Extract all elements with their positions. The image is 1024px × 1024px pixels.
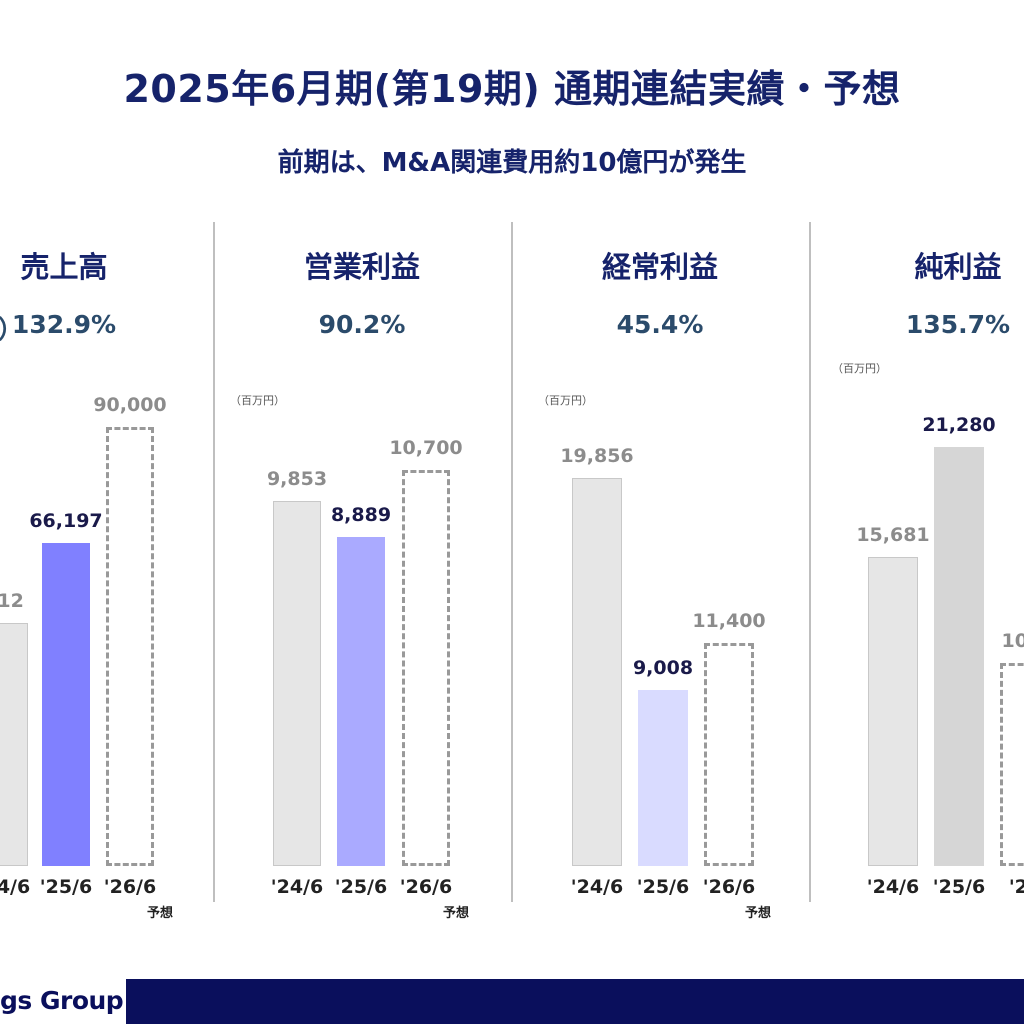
bar-forecast (402, 470, 450, 866)
unit-label: （百万円） (832, 362, 887, 375)
x-tick-label: '26 (1008, 876, 1024, 898)
panel-divider (809, 222, 811, 902)
panel-divider (213, 222, 215, 902)
panel-title: 純利益 (914, 250, 1002, 284)
x-tick-label: '26/6 (399, 876, 453, 898)
value-label: 9,008 (632, 657, 694, 679)
footer-company-text: gs Group (0, 986, 124, 1015)
value-label: 10,3 (1001, 630, 1024, 652)
unit-label: （百万円） (230, 394, 285, 407)
forecast-note: 予想 (443, 906, 470, 921)
footer-band (126, 979, 1024, 1024)
bar-prior (273, 501, 321, 866)
x-tick-label: '25/6 (932, 876, 986, 898)
x-tick-label: '24/6 (270, 876, 324, 898)
bar-prior (572, 478, 622, 866)
panel-divider (511, 222, 513, 902)
bar-actual (638, 690, 688, 866)
forecast-note: 予想 (745, 906, 772, 921)
panel-title: 売上高 (20, 250, 108, 284)
bar-forecast (106, 427, 154, 866)
percent-label: 135.7% (905, 310, 1011, 339)
value-label: 9,853 (266, 468, 328, 490)
x-tick-label: '24/6 (570, 876, 624, 898)
bar-actual (934, 447, 984, 866)
forecast-note: 予想 (147, 906, 174, 921)
value-label: 8,889 (330, 504, 392, 526)
bar-prior (868, 557, 918, 866)
percent-prefix: ） (0, 315, 24, 344)
x-tick-label: '25/6 (636, 876, 690, 898)
x-tick-label: '26/6 (702, 876, 756, 898)
bar-actual (337, 537, 385, 866)
page-title: 2025年6月期(第19期) 通期連結実績・予想 (123, 67, 901, 111)
value-label: 90,000 (93, 394, 167, 416)
bar-forecast (704, 643, 754, 866)
value-label: 10,700 (389, 437, 463, 459)
bar-forecast (1000, 663, 1024, 866)
x-tick-label: '24/6 (866, 876, 920, 898)
value-label: 66,197 (29, 510, 103, 532)
page-subtitle: 前期は、M&A関連費用約10億円が発生 (277, 148, 747, 178)
value-label: 11,400 (692, 610, 766, 632)
value-label: 15,681 (856, 524, 930, 546)
percent-label: 45.4% (616, 310, 704, 339)
x-tick-label: '25/6 (334, 876, 388, 898)
x-tick-label: '26/6 (103, 876, 157, 898)
value-label: 19,856 (560, 445, 634, 467)
percent-label: 132.9% (11, 310, 117, 339)
value-label: 812 (0, 590, 24, 612)
percent-label: 90.2% (318, 310, 406, 339)
value-label: 21,280 (922, 414, 996, 436)
panel-title: 営業利益 (303, 250, 421, 284)
bar-prior (0, 623, 28, 866)
unit-label: （百万円） (538, 394, 593, 407)
panel-title: 経常利益 (601, 250, 719, 284)
x-tick-label: '24/6 (0, 876, 31, 898)
x-tick-label: '25/6 (39, 876, 93, 898)
bar-actual (42, 543, 90, 866)
